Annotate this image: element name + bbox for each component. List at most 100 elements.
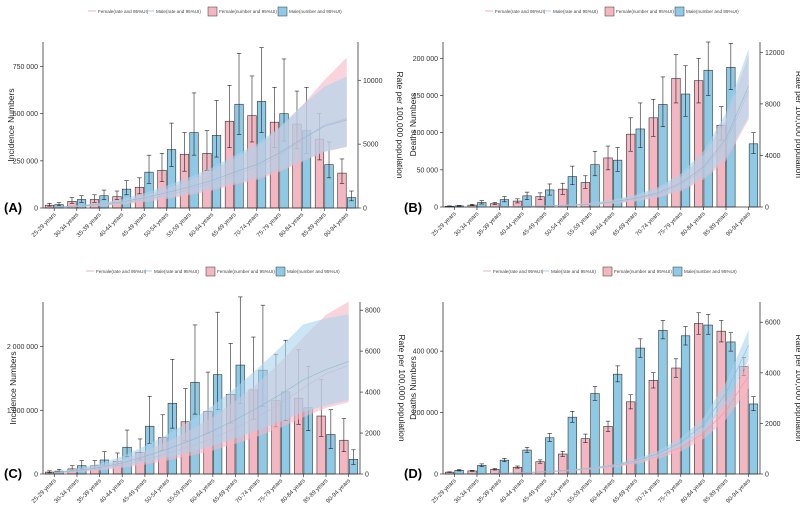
y-tick-label: 200 000 — [413, 410, 438, 417]
y2-axis-title: Rate per 100,000 population — [794, 71, 800, 179]
y2-tick-label: 6000 — [765, 320, 781, 327]
y-tick-label: 0 — [434, 205, 438, 212]
panel-b: Female(rate and 95%UI) Male(rate and 95%U… — [404, 6, 800, 238]
legend-female-number-label: Female(number and 95%UI) — [614, 269, 672, 274]
y2-tick-label: 12000 — [765, 50, 785, 57]
legend-male-number-label: Male(number and 95%UI) — [287, 269, 340, 274]
legend-female-number-swatch — [207, 6, 218, 17]
legend-female-number-swatch — [205, 266, 216, 277]
y-axis-title: Deaths Numbers — [408, 93, 418, 157]
y-tick-label: 0 — [434, 472, 438, 479]
y2-tick-label: 8000 — [365, 308, 381, 315]
male-number-bar — [545, 437, 555, 475]
male-number-bar — [680, 335, 691, 475]
legend-female-rate-label: Female(rate and 95%UI) — [96, 269, 147, 274]
legend-male-rate-label: Male(rate and 95%UI) — [553, 9, 598, 14]
legend-male-number-swatch — [277, 6, 288, 17]
male-number-bar — [748, 403, 759, 475]
male-number-bar — [499, 459, 510, 475]
bar-group — [444, 312, 759, 475]
legend-female-number-label: Female(number and 95%UI) — [219, 9, 277, 14]
legend-female-number-swatch — [604, 6, 615, 17]
y-axis-title: Incidence Numbers — [8, 351, 18, 424]
rate-group — [454, 329, 749, 475]
y2-tick-label: 4000 — [365, 390, 381, 397]
panel-d: Female(rate and 95%UI) Male(rate and 95%U… — [404, 266, 800, 505]
y-tick-label: 750 000 — [13, 64, 38, 71]
male-rate-line — [54, 361, 349, 474]
male-number-bar — [590, 393, 600, 475]
male-number-bar — [522, 449, 532, 475]
panel-label: (C) — [4, 466, 22, 481]
y2-tick-label: 8000 — [765, 101, 781, 108]
y2-axis-title: Rate per 100,000 population — [395, 71, 405, 179]
panel-label: (A) — [4, 200, 22, 215]
male-number-bar — [613, 373, 623, 475]
legend: Female(rate and 95%UI) Male(rate and 95%U… — [485, 6, 739, 17]
legend: Female(rate and 95%UI) Male(rate and 95%U… — [483, 266, 737, 277]
panel-label: (B) — [404, 200, 422, 215]
y-tick-label: 400 000 — [413, 349, 438, 356]
legend-female-number-swatch — [602, 266, 613, 277]
y-tick-label: 50 000 — [417, 167, 439, 174]
y2-tick-label: 4000 — [765, 370, 781, 377]
y-axis-title: Incidence Numbers — [6, 88, 16, 161]
male-rate-line — [454, 344, 749, 475]
x-tick-label: 90-94 years — [325, 478, 352, 505]
y-tick-label: 100 000 — [413, 130, 438, 137]
y2-tick-label: 2000 — [765, 421, 781, 428]
y-tick-label: 1 000 000 — [7, 408, 38, 415]
y2-tick-label: 0 — [765, 205, 769, 212]
rate-group — [54, 301, 349, 474]
y2-tick-label: 6000 — [365, 349, 381, 356]
male-number-bar — [703, 324, 713, 475]
y-tick-label: 500 000 — [13, 111, 38, 118]
legend-male-number-label: Male(number and 95%UI) — [289, 9, 342, 14]
rate-group — [54, 57, 347, 208]
male-rate-band — [54, 76, 347, 208]
panel-c: Female(rate and 95%UI) Male(rate and 95%U… — [4, 266, 407, 505]
legend-male-number-label: Male(number and 95%UI) — [684, 269, 737, 274]
male-rate-band — [54, 314, 349, 474]
legend-male-number-swatch — [275, 266, 286, 277]
y2-tick-label: 4000 — [765, 153, 781, 160]
y-tick-label: 0 — [34, 472, 38, 479]
legend-female-rate-label: Female(rate and 95%UI) — [493, 269, 544, 274]
x-tick-label: 90-94 years — [725, 478, 752, 505]
legend-male-number-label: Male(number and 95%UI) — [686, 9, 739, 14]
legend-female-rate-label: Female(rate and 95%UI) — [495, 9, 546, 14]
legend-male-rate-label: Male(rate and 95%UI) — [156, 9, 201, 14]
y-axis-title: Deaths Numbers — [408, 356, 418, 420]
y2-tick-label: 2000 — [365, 431, 381, 438]
legend-male-number-swatch — [674, 6, 685, 17]
y-tick-label: 250 000 — [13, 158, 38, 165]
panel-a: Female(rate and 95%UI) Male(rate and 95%U… — [4, 6, 405, 239]
x-tick-label: 90-94 years — [725, 211, 752, 238]
male-number-bar — [567, 416, 577, 475]
male-rate-line — [54, 119, 347, 208]
panel-label: (D) — [404, 466, 422, 481]
legend-male-number-swatch — [672, 266, 683, 277]
legend-female-number-label: Female(number and 95%UI) — [217, 269, 275, 274]
legend-female-number-label: Female(number and 95%UI) — [616, 9, 674, 14]
legend-male-rate-label: Male(rate and 95%UI) — [154, 269, 199, 274]
y-tick-label: 2 000 000 — [7, 344, 38, 351]
female-number-bar — [671, 367, 681, 475]
legend-female-rate-label: Female(rate and 95%UI) — [98, 9, 149, 14]
male-number-bar — [635, 347, 645, 475]
y2-tick-label: 0 — [363, 206, 367, 213]
bar-group — [444, 41, 759, 208]
y-tick-label: 150 000 — [413, 93, 438, 100]
y2-tick-label: 5000 — [363, 142, 379, 149]
female-number-bar — [693, 323, 704, 475]
y2-axis-title: Rate per 100,000 population — [397, 334, 407, 442]
legend: Female(rate and 95%UI) Male(rate and 95%U… — [88, 6, 342, 17]
legend: Female(rate and 95%UI) Male(rate and 95%U… — [86, 266, 340, 277]
y2-tick-label: 0 — [365, 472, 369, 479]
legend-male-rate-label: Male(rate and 95%UI) — [551, 269, 596, 274]
y2-tick-label: 0 — [765, 472, 769, 479]
y-tick-label: 0 — [34, 206, 38, 213]
y2-axis-title: Rate per 100,000 population — [794, 334, 800, 442]
y2-tick-label: 10000 — [363, 78, 383, 85]
